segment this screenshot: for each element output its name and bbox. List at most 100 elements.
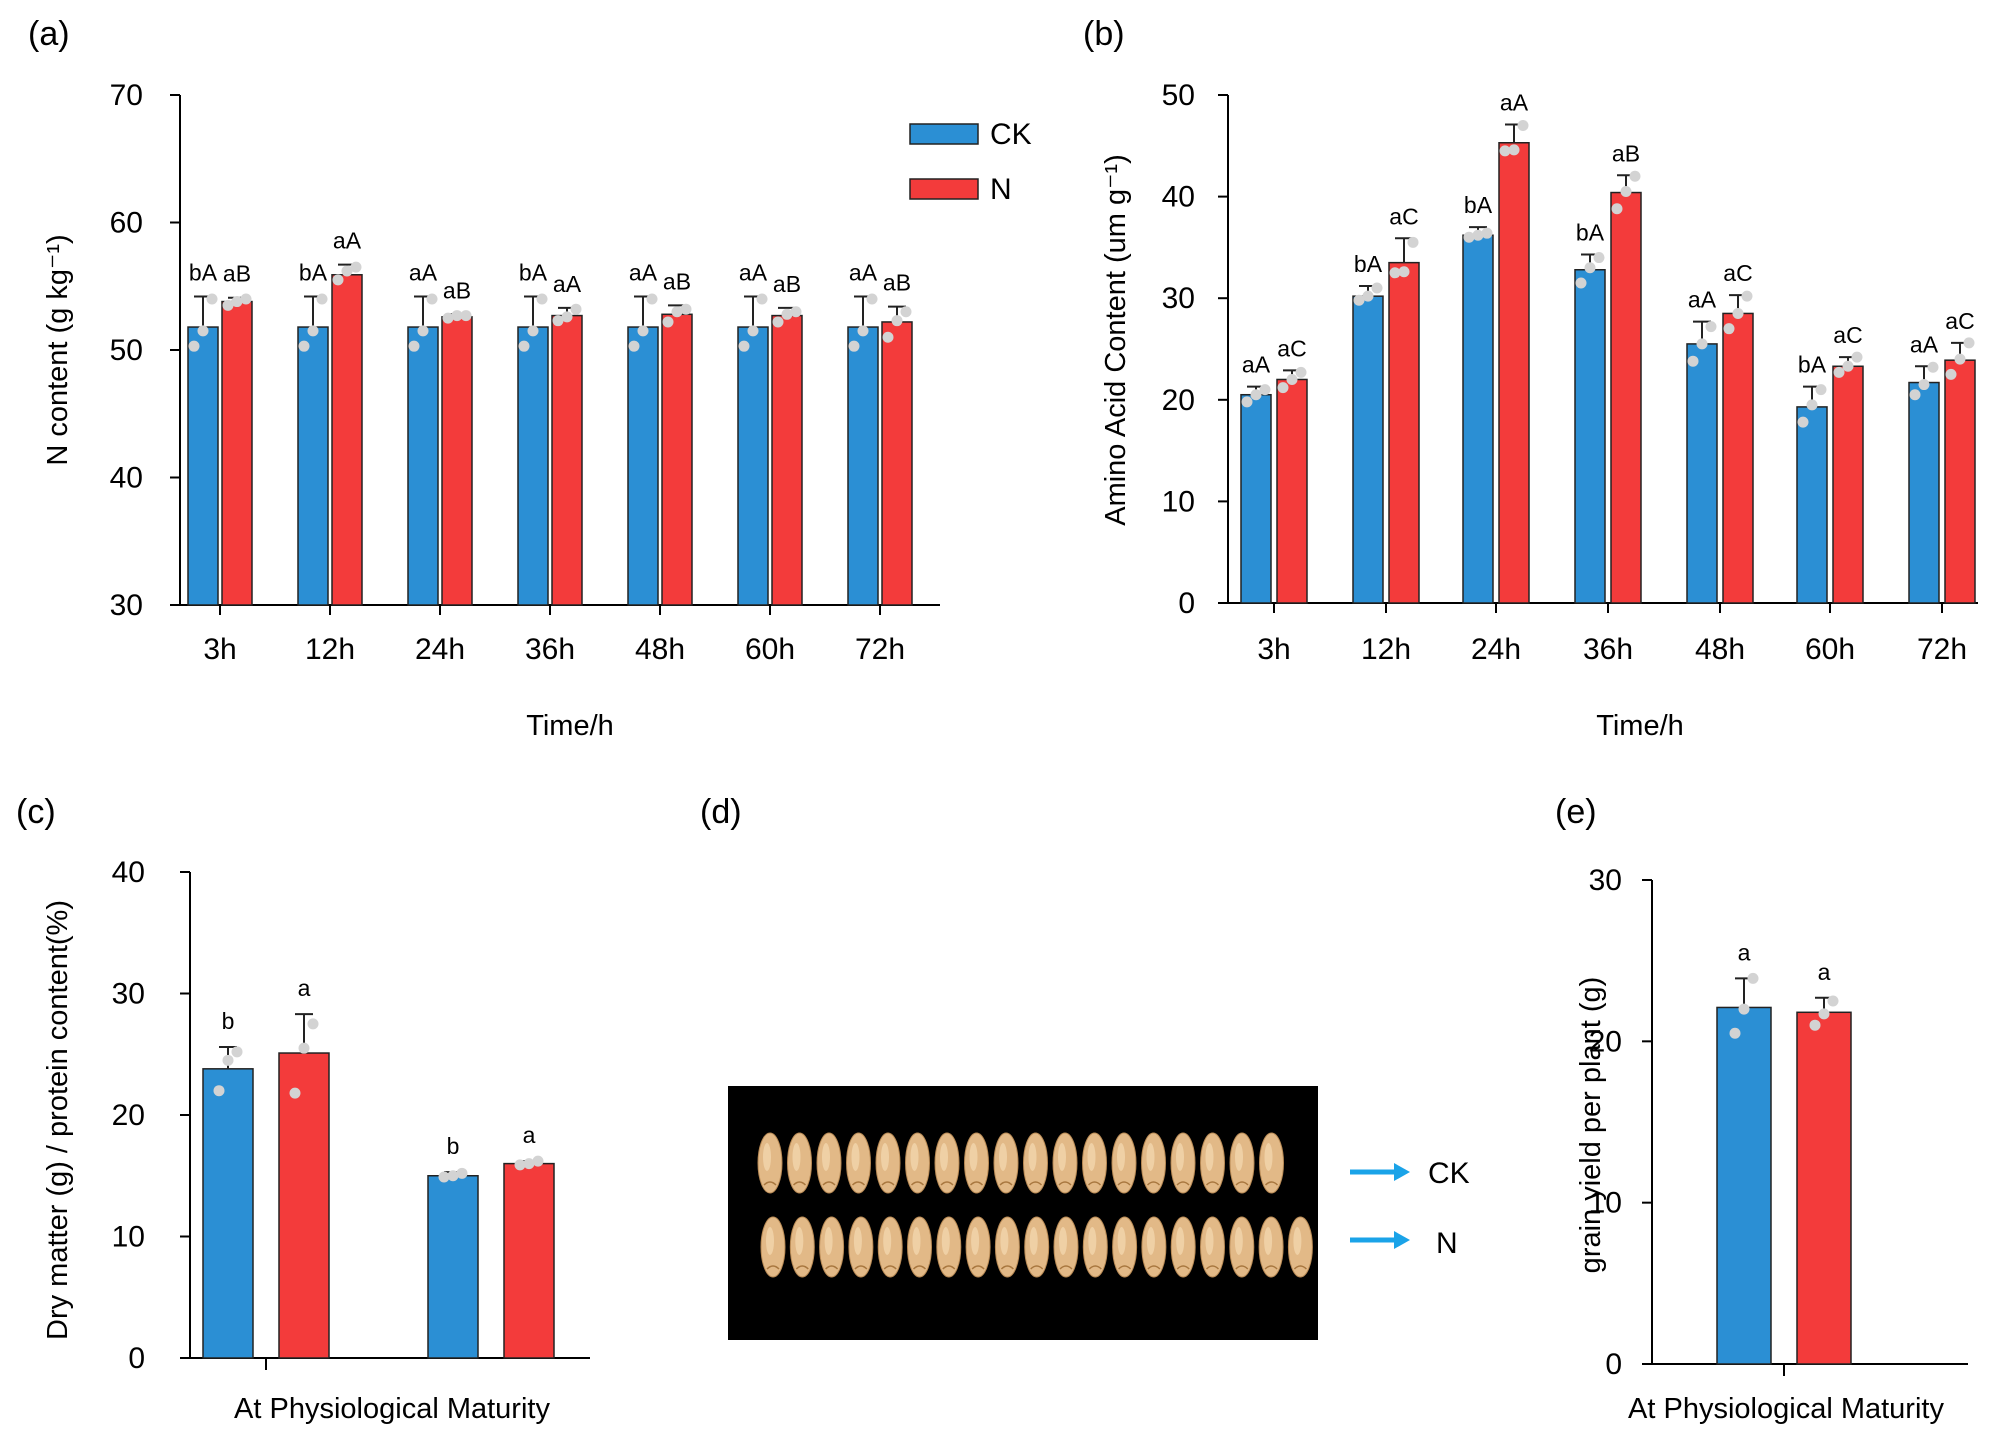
data-point: [222, 1054, 234, 1066]
data-point: [1909, 389, 1921, 401]
y-tick-label: 0: [128, 1342, 145, 1375]
data-point: [781, 308, 793, 320]
bar-n-3: [551, 314, 583, 606]
x-tick-label: 48h: [635, 633, 685, 666]
x-tick-label: 48h: [1695, 633, 1745, 666]
data-point: [1629, 170, 1641, 182]
grain-germ: [766, 1265, 780, 1270]
grain-germ: [969, 1181, 984, 1186]
bar-ck-0: [1716, 1006, 1772, 1365]
grain-germ: [1088, 1265, 1102, 1270]
grain-highlight: [851, 1143, 860, 1171]
data-point: [1806, 399, 1818, 411]
legend-label-n: N: [990, 173, 1012, 206]
y-tick-label: 20: [1162, 384, 1195, 417]
data-point: [891, 315, 903, 327]
y-tick-label: 10: [1589, 1187, 1622, 1220]
significance-label: aA: [1242, 352, 1271, 378]
bar-ck-6: [847, 326, 879, 606]
data-point: [1738, 1003, 1750, 1015]
grain-germ: [1000, 1265, 1014, 1270]
panel-e-label: (e): [1555, 793, 1597, 831]
significance-label: bA: [1464, 192, 1493, 218]
grain-highlight: [1235, 1143, 1243, 1171]
significance-label: aA: [739, 259, 768, 285]
data-point: [1353, 294, 1365, 306]
grain-highlight: [881, 1143, 889, 1171]
data-point: [1398, 266, 1410, 278]
data-point: [1797, 416, 1809, 428]
bar-ck-0: [202, 1068, 254, 1359]
grain-germ: [1118, 1265, 1132, 1270]
significance-label: bA: [1798, 352, 1827, 378]
significance-label: aC: [1945, 308, 1974, 334]
arrow-label-n: N: [1436, 1227, 1458, 1260]
data-point: [341, 265, 353, 277]
bar-ck-4: [1686, 343, 1718, 604]
data-point: [1741, 290, 1753, 302]
bar-ck-1: [297, 326, 329, 606]
y-tick-label: 30: [112, 978, 145, 1011]
grain-highlight: [969, 1143, 978, 1171]
grain-highlight: [1293, 1227, 1302, 1255]
significance-label: bA: [299, 259, 328, 285]
y-tick-label: 20: [112, 1099, 145, 1132]
y-axis-title: Dry matter (g) / protein content(%): [42, 900, 74, 1340]
data-point: [552, 315, 564, 327]
data-point: [1620, 186, 1632, 198]
data-point: [1696, 338, 1708, 350]
significance-label: bA: [1354, 251, 1383, 277]
x-tick-label: 60h: [745, 633, 795, 666]
grain-highlight: [1264, 1227, 1273, 1255]
bar-ck-3: [517, 326, 549, 606]
data-point: [451, 310, 463, 322]
grain-photo-background: [728, 1086, 1318, 1340]
data-point: [747, 325, 759, 337]
grain-germ: [1059, 1265, 1073, 1270]
bar-ck-1: [427, 1175, 479, 1359]
data-point: [332, 274, 344, 286]
photo-arrows: CK N: [1350, 1157, 1470, 1260]
bar-n-2: [441, 316, 473, 606]
bar-n-2: [1498, 142, 1530, 604]
bar-n-6: [1944, 359, 1976, 604]
data-point: [1842, 360, 1854, 372]
arrow-ck-icon: [1394, 1163, 1410, 1181]
data-point: [197, 325, 209, 337]
significance-label: aC: [1277, 335, 1306, 361]
bar-ck-0: [187, 326, 219, 606]
data-point: [1945, 368, 1957, 380]
data-point: [1818, 1008, 1830, 1020]
significance-label: bA: [519, 259, 548, 285]
data-point: [514, 1159, 526, 1171]
y-tick-label: 30: [110, 589, 143, 622]
data-point: [1729, 1027, 1741, 1039]
data-point: [438, 1171, 450, 1183]
data-point: [1723, 323, 1735, 335]
data-point: [289, 1087, 301, 1099]
significance-label: aC: [1389, 203, 1418, 229]
grain-highlight: [763, 1143, 771, 1171]
grain-germ: [1058, 1181, 1072, 1186]
bar-n-5: [1832, 365, 1864, 604]
data-point: [231, 1046, 243, 1058]
data-point: [1472, 229, 1484, 241]
chart-e-grain-yield: 0 10 20 30 At Physiological Maturity grain yi…: [1575, 864, 1968, 1425]
grain-highlight: [999, 1143, 1007, 1171]
grain-germ: [1087, 1181, 1102, 1186]
grain-highlight: [1234, 1227, 1243, 1255]
data-point: [298, 340, 310, 352]
grain-highlight: [1117, 1143, 1125, 1171]
grain-highlight: [1029, 1227, 1038, 1255]
data-point: [882, 331, 894, 343]
bar-n-0: [278, 1052, 330, 1359]
grain-germ: [851, 1181, 866, 1186]
grain-highlight: [1059, 1227, 1067, 1255]
data-point: [447, 1170, 459, 1182]
grain-highlight: [1176, 1227, 1185, 1255]
data-point: [1927, 361, 1939, 373]
data-point: [1286, 373, 1298, 385]
data-point: [1815, 384, 1827, 396]
y-tick-label: 40: [110, 462, 143, 495]
grain-photo: [728, 1086, 1318, 1340]
